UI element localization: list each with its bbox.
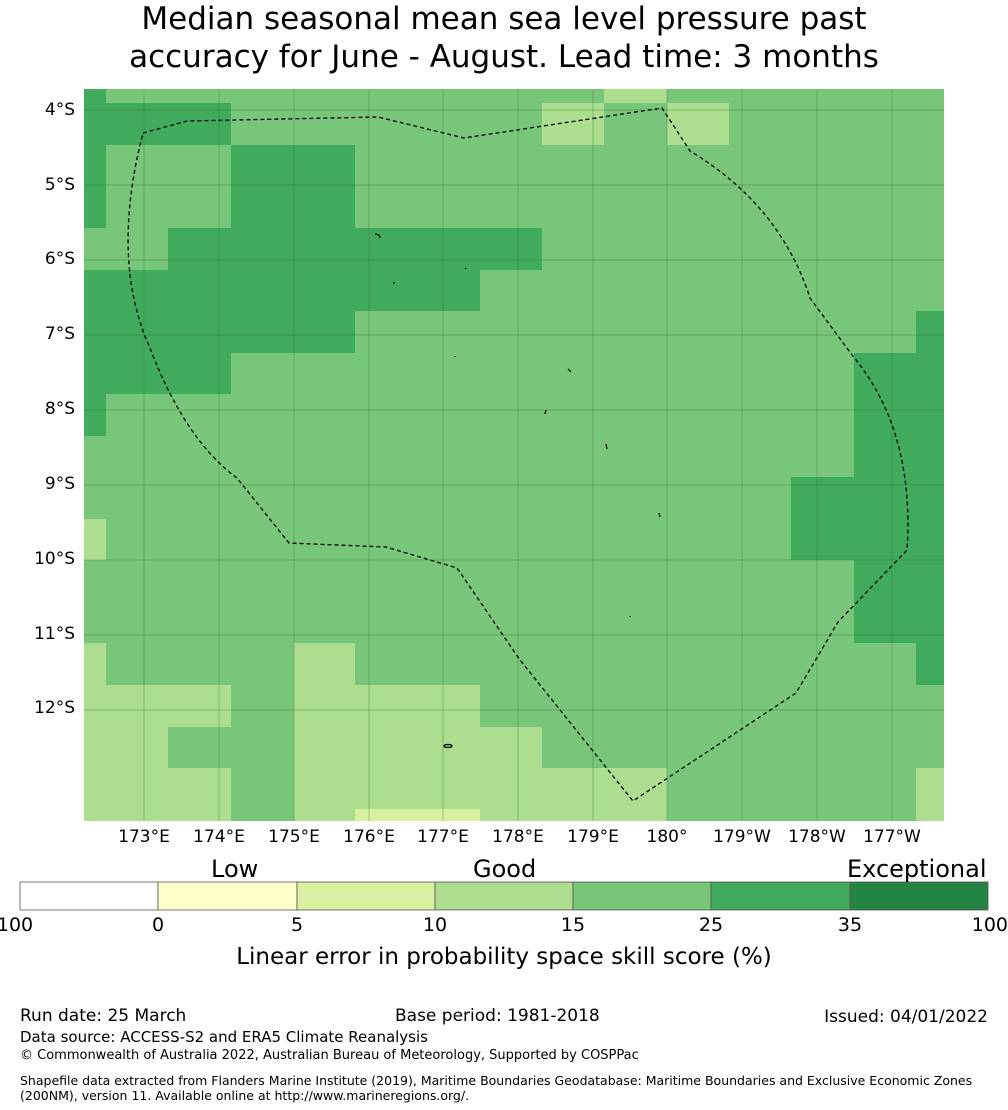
lat-label-11s: 11°S [34,624,75,644]
lon-label-173e: 173°E [118,827,170,847]
lon-label-177e: 177°E [417,827,469,847]
copyright-notice: © Commonwealth of Australia 2022, Austra… [20,1048,639,1063]
lon-label-179e: 179°E [567,827,619,847]
colorbar-segment-0-5 [157,881,298,911]
map-title-line-1: Median seasonal mean sea level pressure … [141,1,867,37]
run-date: Run date: 25 March [20,1006,187,1026]
lon-label-178e: 178°E [492,827,544,847]
issued-date: Issued: 04/01/2022 [824,1007,988,1027]
skill-cells-25-35 [84,89,944,685]
colorbar [19,881,989,911]
lon-label-176e: 176°E [343,827,395,847]
lat-label-4s: 4°S [44,100,75,120]
lon-label-175e: 175°E [268,827,320,847]
colorbar-tick-100: 100 [971,914,1008,936]
islands [374,233,661,749]
map-title-line-2: accuracy for June - August. Lead time: 3… [129,39,879,75]
colorbar-tick-neg100: -100 [0,914,34,936]
lat-label-12s: 12°S [34,698,75,718]
legend-category-exceptional: Exceptional [847,855,987,883]
legend-category-good: Good [473,855,537,883]
lat-label-10s: 10°S [34,549,75,569]
data-source: Data source: ACCESS-S2 and ERA5 Climate … [20,1028,428,1046]
colorbar-segment-25-35 [710,881,851,911]
map-gridlines [84,89,944,821]
skill-cells-5-10 [355,809,480,821]
colorbar-segment-10-15 [434,881,574,911]
legend-category-low: Low [211,855,259,883]
lon-label-178w: 178°W [788,827,846,847]
eez-boundary-line [127,107,909,802]
lat-label-5s: 5°S [44,175,75,195]
lat-label-8s: 8°S [44,399,75,419]
colorbar-tick-15: 15 [560,914,586,936]
colorbar-tick-0: 0 [151,914,165,936]
lon-label-177w: 177°W [863,827,921,847]
colorbar-tick-35: 35 [837,914,863,936]
colorbar-segment-5-10 [296,881,436,911]
base-period: Base period: 1981-2018 [395,1006,600,1026]
lon-label-174e: 174°E [193,827,245,847]
skill-cells-10-15 [84,89,944,821]
shapefile-credit: Shapefile data extracted from Flanders M… [20,1073,973,1103]
colorbar-segment-35-100 [849,881,989,911]
colorbar-tick-5: 5 [290,914,304,936]
lat-label-9s: 9°S [44,474,75,494]
colorbar-title: Linear error in probability space skill … [236,944,772,970]
lon-label-179w: 179°W [713,827,771,847]
colorbar-segment-15-25 [572,881,712,911]
colorbar-tick-10: 10 [422,914,448,936]
lat-label-6s: 6°S [44,249,75,269]
colorbar-segment-neg100-0 [19,881,159,911]
lon-label-180: 180° [646,827,688,847]
colorbar-tick-25: 25 [698,914,724,936]
lat-label-7s: 7°S [44,324,75,344]
